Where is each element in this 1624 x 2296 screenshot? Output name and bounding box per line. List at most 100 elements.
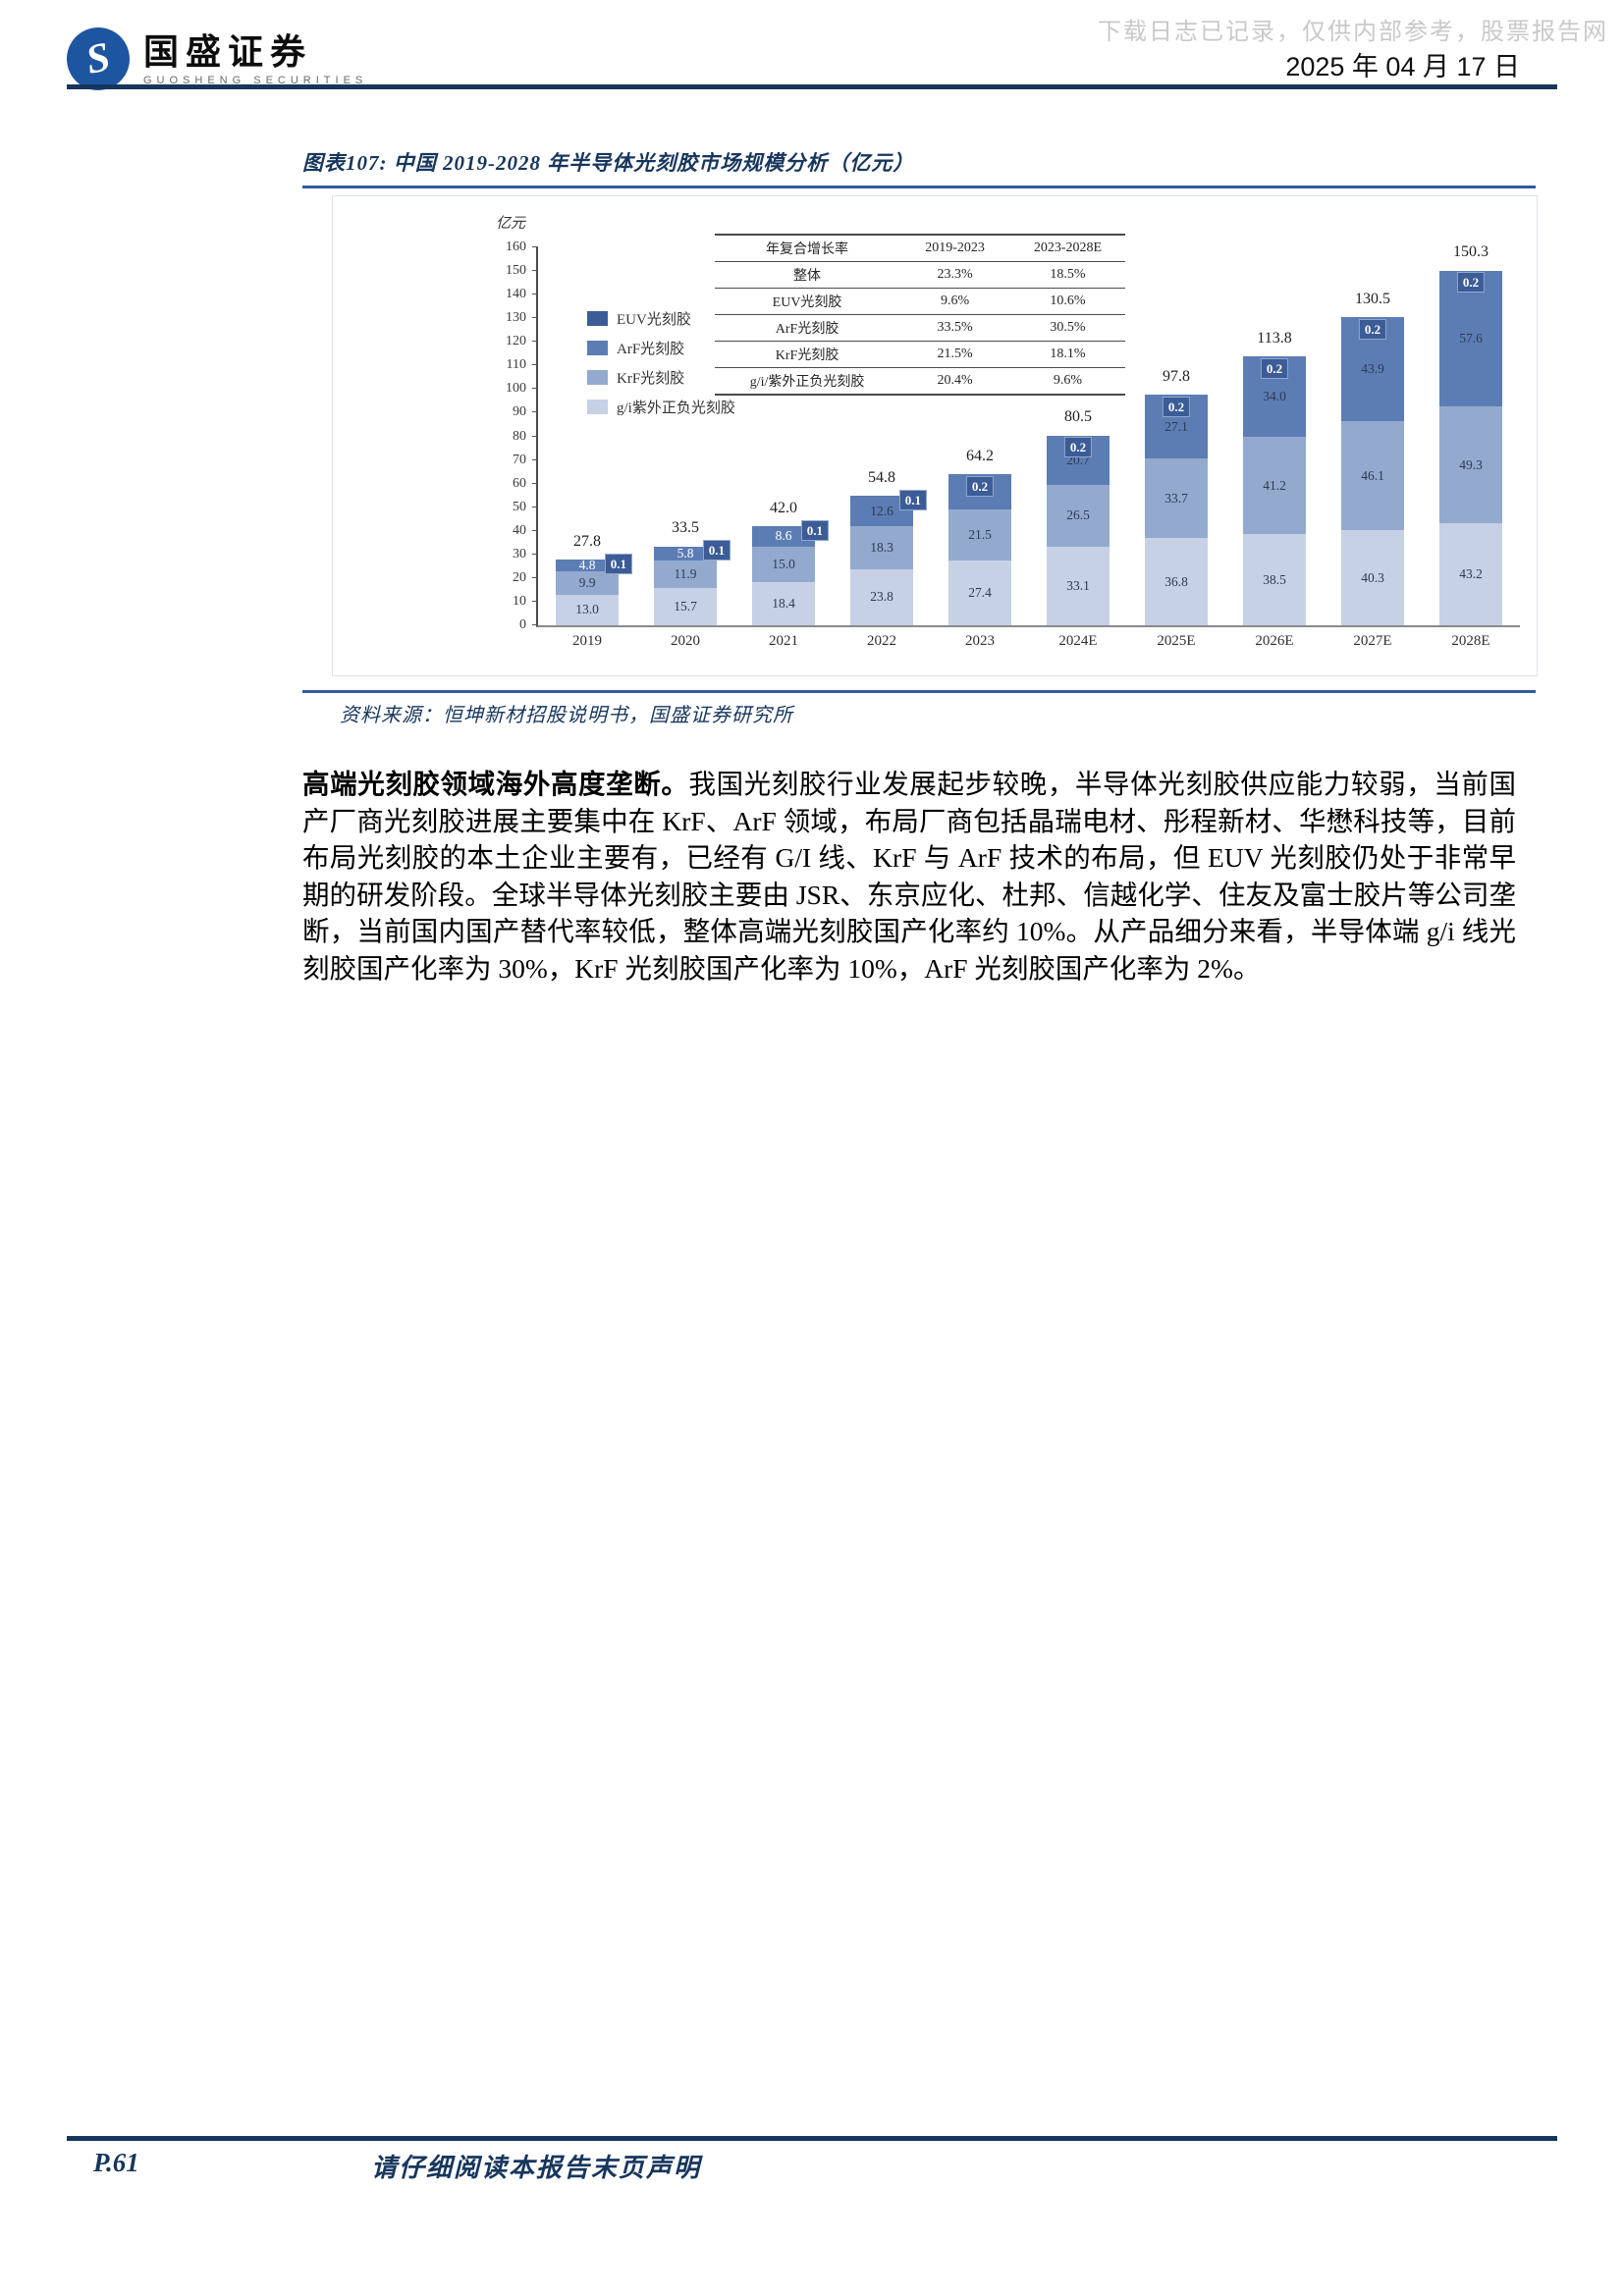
bar-slot: 27.421.515.20.264.2 (931, 247, 1029, 625)
x-axis-labels: 2019 2020 2021 2022 2023 2024E 2025E 2026E 2027E… (538, 625, 1520, 650)
euv-value-badge: 0.1 (898, 490, 927, 511)
x-tick-label: 2019 (572, 633, 602, 649)
x-tick-label: 2026E (1255, 633, 1294, 649)
y-tick-label: 20 (513, 569, 526, 585)
segment-value-label: 26.5 (1066, 507, 1090, 523)
cagr-cell: EUV光刻胶 (715, 288, 900, 315)
y-tick-mark (532, 458, 538, 460)
stacked-bar-2024E: 33.1 26.5 20.7 0.2 80.5 (1047, 408, 1110, 625)
legend-label: ArF光刻胶 (617, 342, 685, 357)
y-tick-label: 80 (513, 428, 526, 444)
y-tick-mark (532, 553, 538, 555)
segment-value-label: 15.7 (674, 599, 697, 614)
y-tick-mark (532, 600, 538, 602)
euv-value-badge: 0.2 (1260, 358, 1289, 380)
stacked-bar-2023: 27.421.515.20.264.2 (948, 448, 1011, 625)
bar-segment: 46.1 (1341, 421, 1404, 531)
y-tick-label: 150 (506, 263, 526, 279)
bar-segment: 11.9 (654, 560, 717, 589)
cagr-table-row: g/i/紫外正负光刻胶 20.4% 9.6% (715, 367, 1125, 396)
x-tick-label: 2028E (1451, 633, 1490, 649)
brand-logo: S 国盛证券 GUOSHENG SECURITIES (61, 22, 368, 96)
bar-segment: 13.0 (556, 594, 619, 625)
bar-total-label: 33.5 (672, 519, 699, 537)
stacked-bar-2021: 18.4 15.0 8.6 0.1 42.0 (752, 500, 829, 625)
footer-divider (67, 2136, 1557, 2141)
cagr-cell: 9.6% (1009, 367, 1125, 396)
y-tick-label: 110 (506, 357, 526, 373)
segment-value-label: 36.8 (1164, 573, 1188, 589)
bar-slot: 15.7 11.9 5.8 0.1 33.5 (636, 247, 734, 625)
segment-value-label: 33.7 (1164, 490, 1188, 506)
bar-segment: 33.1 (1047, 547, 1110, 625)
cagr-header-cell: 2019-2023 (899, 234, 1010, 262)
bar-total-label: 80.5 (1064, 408, 1092, 426)
segment-value-label: 57.6 (1459, 331, 1483, 347)
plot-area: 0 10 20 30 40 50 60 70 80 90 100 110 120 130 140 150 160… (506, 234, 1520, 649)
body-paragraph: 高端光刻胶领域海外高度垄断。我国光刻胶行业发展起步较晚，半导体光刻胶供应能力较弱… (302, 766, 1516, 987)
brand-text: 国盛证券 GUOSHENG SECURITIES (143, 31, 368, 86)
segment-value-label: 21.5 (968, 527, 992, 543)
y-tick-mark (532, 341, 538, 343)
bar-slot: 36.8 33.7 27.1 0.2 97.8 (1127, 247, 1225, 625)
bar-segment: 15.0 (752, 546, 815, 582)
cagr-table-header: 年复合增长率 2019-2023 2023-2028E (715, 234, 1125, 262)
euv-value-badge: 0.2 (1456, 272, 1486, 294)
euv-value-badge: 0.1 (604, 554, 632, 575)
y-tick-mark (532, 246, 538, 247)
segment-value-label: 4.8 (578, 558, 596, 573)
y-tick-label: 100 (506, 381, 526, 397)
bar-segment: 43.2 (1439, 523, 1502, 625)
y-tick-mark (532, 388, 538, 390)
euv-value-badge: 0.1 (800, 519, 829, 541)
cagr-cell: 30.5% (1009, 314, 1125, 342)
footer-page-number: P.61 (93, 2148, 139, 2177)
bar-segment: 21.5 (948, 509, 1011, 561)
segment-value-label: 11.9 (674, 565, 697, 581)
y-tick-mark (532, 411, 538, 413)
cagr-cell: ArF光刻胶 (715, 314, 900, 342)
cagr-cell: 20.4% (899, 367, 1010, 396)
bar-segment: 41.2 (1243, 437, 1306, 535)
segment-value-label: 9.9 (578, 574, 596, 590)
legend-item: KrF光刻胶 (587, 367, 735, 388)
y-tick-label: 120 (506, 334, 526, 349)
y-tick-label: 160 (506, 240, 526, 254)
figure-source: 资料来源：恒坤新材招股说明书，国盛证券研究所 (340, 705, 793, 726)
chart-legend: EUV光刻胶 ArF光刻胶 KrF光刻胶 g/i紫外正负光刻胶 (587, 308, 735, 426)
stacked-bar-2025E: 36.8 33.7 27.1 0.2 97.8 (1145, 368, 1208, 625)
body-lead: 高端光刻胶领域海外高度垄断。 (302, 769, 689, 799)
x-tick-label: 2022 (867, 633, 896, 649)
brand-name-en: GUOSHENG SECURITIES (143, 74, 368, 86)
bar-slot: 33.1 26.5 20.7 0.2 80.5 (1029, 247, 1127, 625)
bar-total-label: 113.8 (1257, 330, 1292, 347)
bar-total-label: 54.8 (868, 469, 895, 487)
cagr-table: 年复合增长率 2019-2023 2023-2028E 整体 23.3% 18.5% EU… (715, 234, 1125, 396)
bar-total-label: 97.8 (1163, 367, 1190, 385)
report-date: 2025 年 04 月 17 日 (1285, 52, 1520, 81)
legend-swatch-icon (587, 341, 608, 355)
bar-slot: 38.5 41.2 34.0 0.2 113.8 (1225, 247, 1324, 625)
stacked-bar-2028E: 43.2 49.3 57.6 0.2 150.3 (1439, 243, 1502, 625)
bar-slot: 23.8 18.3 12.6 0.1 54.8 (833, 247, 931, 625)
bar-slot: 40.3 46.1 43.9 0.2 130.5 (1324, 247, 1422, 625)
bar-total-label: 130.5 (1355, 290, 1390, 307)
segment-value-label: 23.8 (870, 589, 893, 605)
legend-item: g/i紫外正负光刻胶 (587, 397, 735, 417)
segment-value-label: 8.6 (775, 528, 792, 544)
cagr-cell: 18.5% (1009, 261, 1125, 289)
cagr-table-row: 整体 23.3% 18.5% (715, 261, 1125, 289)
cagr-cell: KrF光刻胶 (715, 341, 900, 368)
euv-value-badge: 0.1 (702, 540, 731, 561)
stacked-bar-2027E: 40.3 46.1 43.9 0.2 130.5 (1341, 291, 1404, 625)
legend-item: ArF光刻胶 (587, 338, 735, 358)
y-tick-mark (532, 364, 538, 366)
y-tick-label: 50 (513, 499, 526, 514)
cagr-header-cell: 年复合增长率 (715, 234, 900, 262)
euv-value-badge: 0.2 (1162, 396, 1191, 417)
segment-value-label: 18.4 (772, 595, 795, 611)
segment-value-label: 34.0 (1263, 389, 1286, 404)
y-tick-mark (532, 482, 538, 484)
bar-segment: 38.5 (1243, 534, 1306, 625)
